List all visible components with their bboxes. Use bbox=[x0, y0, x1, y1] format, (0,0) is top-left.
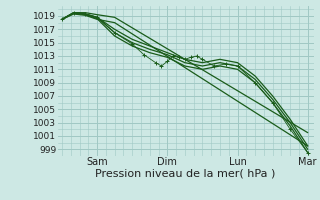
X-axis label: Pression niveau de la mer( hPa ): Pression niveau de la mer( hPa ) bbox=[95, 169, 276, 179]
